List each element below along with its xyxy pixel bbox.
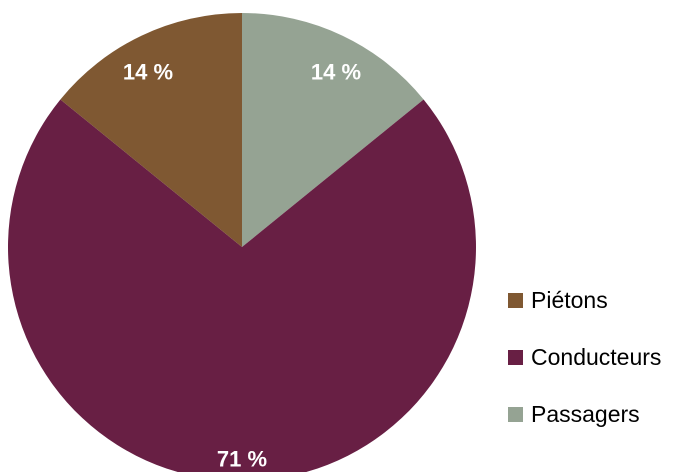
slice-data-label: 14 % <box>123 60 173 85</box>
legend-label-conducteurs: Conducteurs <box>531 343 662 370</box>
legend-label-passagers: Passagers <box>531 400 640 427</box>
legend-swatch-pietons <box>508 292 523 308</box>
pie-slice-pietons <box>60 13 242 247</box>
legend-item-pietons: Piétons <box>508 286 661 314</box>
legend-item-conducteurs: Conducteurs <box>508 343 661 371</box>
legend: Piétons Conducteurs Passagers <box>508 286 661 457</box>
pie-slice-conducteurs <box>8 99 476 472</box>
legend-item-passagers: Passagers <box>508 400 661 428</box>
slice-data-label: 71 % <box>217 447 267 472</box>
legend-swatch-conducteurs <box>508 349 523 365</box>
pie-slice-passagers <box>242 13 424 247</box>
legend-swatch-passagers <box>508 406 523 422</box>
slice-data-label: 14 % <box>311 60 361 85</box>
legend-label-pietons: Piétons <box>531 286 608 313</box>
